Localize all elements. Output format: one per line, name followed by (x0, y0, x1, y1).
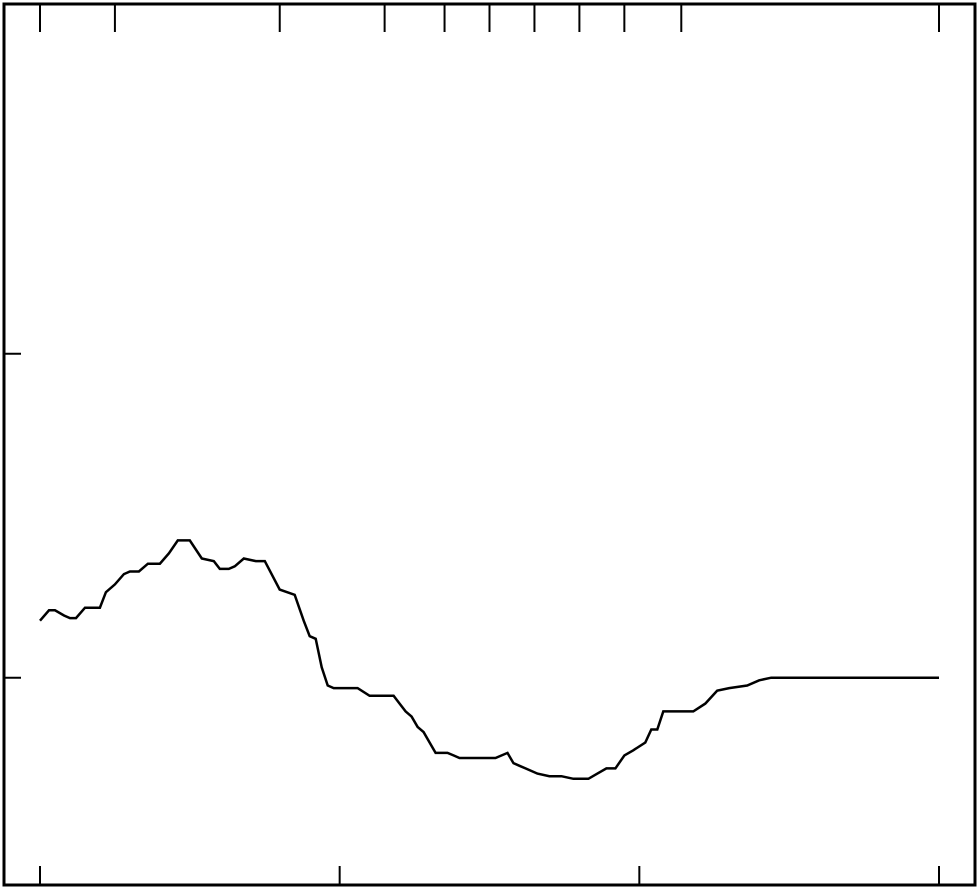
tick-marks (4, 4, 940, 885)
series-line-0 (39, 539, 939, 781)
series-layer (39, 539, 939, 781)
